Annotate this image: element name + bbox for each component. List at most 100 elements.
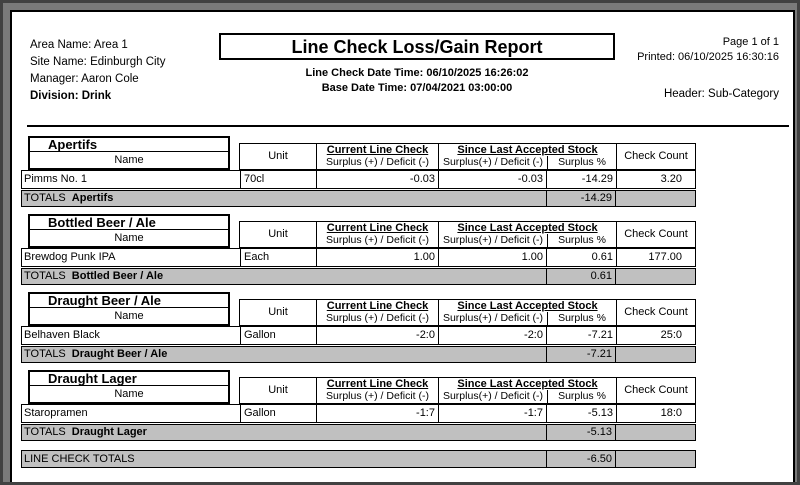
current-line-check-header: Current Line Check	[326, 378, 429, 390]
area-name: Area Name: Area 1	[30, 39, 128, 51]
current-line-check-header: Current Line Check	[326, 222, 429, 234]
site-name: Site Name: Edinburgh City	[30, 56, 166, 68]
current-surplus-deficit: -1:7	[316, 405, 438, 422]
category-title: Bottled Beer / Ale	[30, 216, 228, 230]
line-check-totals-row: LINE CHECK TOTALS -6.50	[21, 450, 696, 468]
current-surplus-deficit: -2:0	[316, 327, 438, 344]
category-section-bottled-beer-ale: Bottled Beer / Ale Name Unit Current Lin…	[21, 214, 721, 286]
header-type: Header: Sub-Category	[663, 88, 779, 100]
product-unit: Gallon	[240, 327, 316, 344]
name-column-header: Name	[114, 388, 144, 400]
line-check-totals-surplus-pct: -6.50	[546, 451, 616, 467]
since-last-accepted-header: Since Last Accepted Stock	[457, 300, 598, 312]
surplus-deficit-since-header: Surplus(+) / Deficit (-)	[442, 156, 544, 168]
check-count: 3.20	[616, 171, 685, 188]
since-surplus-deficit: -2:0	[438, 327, 546, 344]
product-name: Brewdog Punk IPA	[24, 251, 116, 263]
category-section-draught-lager: Draught Lager Name Unit Current Line Che…	[21, 370, 721, 442]
product-unit: 70cl	[240, 171, 316, 188]
since-last-accepted-header-group: Since Last Accepted Stock Surplus(+) / D…	[438, 378, 616, 403]
totals-label: TOTALS	[24, 426, 66, 438]
since-last-accepted-header: Since Last Accepted Stock	[457, 144, 598, 156]
category-title: Draught Lager	[30, 372, 228, 386]
report-info-block: Area Name: Area 1 Site Name: Edinburgh C…	[30, 37, 166, 105]
product-name: Pimms No. 1	[24, 173, 87, 185]
since-surplus-deficit: -0.03	[438, 171, 546, 188]
since-last-accepted-header-group: Since Last Accepted Stock Surplus(+) / D…	[438, 222, 616, 247]
product-name: Staropramen	[24, 407, 88, 419]
totals-category: Draught Lager	[71, 426, 147, 438]
since-last-accepted-header-group: Since Last Accepted Stock Surplus(+) / D…	[438, 300, 616, 325]
unit-column-header: Unit	[268, 150, 288, 162]
totals-label: TOTALS	[24, 270, 66, 282]
column-headers: Unit Current Line Check Surplus (+) / De…	[239, 221, 696, 248]
column-headers: Unit Current Line Check Surplus (+) / De…	[239, 299, 696, 326]
report-dates: Line Check Date Time: 06/10/2025 16:26:0…	[219, 66, 615, 96]
surplus-pct: -5.13	[546, 405, 616, 422]
totals-category: Apertifs	[71, 192, 114, 204]
totals-category: Bottled Beer / Ale	[71, 270, 164, 282]
current-line-check-header: Current Line Check	[326, 300, 429, 312]
surplus-deficit-since-header: Surplus(+) / Deficit (-)	[442, 312, 544, 324]
current-surplus-deficit: 1.00	[316, 249, 438, 266]
name-column-header: Name	[114, 154, 144, 166]
check-count-header: Check Count	[616, 144, 695, 169]
category-box: Apertifs Name	[28, 136, 230, 170]
current-line-check-header-group: Current Line Check Surplus (+) / Deficit…	[316, 300, 438, 325]
totals-surplus-pct: -14.29	[546, 191, 616, 206]
surplus-deficit-since-header: Surplus(+) / Deficit (-)	[442, 390, 544, 402]
current-surplus-deficit: -0.03	[316, 171, 438, 188]
manager-name: Manager: Aaron Cole	[30, 73, 139, 85]
totals-category: Draught Beer / Ale	[71, 348, 168, 360]
column-headers: Unit Current Line Check Surplus (+) / De…	[239, 377, 696, 404]
line-check-datetime: Line Check Date Time: 06/10/2025 16:26:0…	[305, 67, 529, 79]
unit-column-header: Unit	[268, 306, 288, 318]
column-headers: Unit Current Line Check Surplus (+) / De…	[239, 143, 696, 170]
surplus-deficit-current-header: Surplus (+) / Deficit (-)	[326, 156, 429, 168]
surplus-pct-header: Surplus %	[547, 156, 616, 169]
page-info: Page 1 of 1 Printed: 06/10/2025 16:30:16	[637, 35, 779, 65]
name-column-header: Name	[114, 310, 144, 322]
report-header: Area Name: Area 1 Site Name: Edinburgh C…	[12, 12, 793, 127]
report-title: Line Check Loss/Gain Report	[219, 33, 615, 60]
category-title: Apertifs	[30, 138, 228, 152]
totals-surplus-pct: -7.21	[546, 347, 616, 362]
since-last-accepted-header-group: Since Last Accepted Stock Surplus(+) / D…	[438, 144, 616, 169]
totals-label: TOTALS	[24, 192, 66, 204]
table-row: Brewdog Punk IPA Each 1.00 1.00 0.61 177…	[21, 248, 696, 267]
division-name: Division: Drink	[30, 90, 112, 102]
category-title: Draught Beer / Ale	[30, 294, 228, 308]
totals-label: TOTALS	[24, 348, 66, 360]
surplus-deficit-current-header: Surplus (+) / Deficit (-)	[326, 312, 429, 324]
category-box: Bottled Beer / Ale Name	[28, 214, 230, 248]
product-unit: Each	[240, 249, 316, 266]
product-unit: Gallon	[240, 405, 316, 422]
line-check-totals-label: LINE CHECK TOTALS	[24, 453, 135, 465]
category-box: Draught Beer / Ale Name	[28, 292, 230, 326]
report-body: Apertifs Name Unit Current Line Check Su…	[21, 127, 721, 468]
printed-datetime: Printed: 06/10/2025 16:30:16	[637, 51, 779, 63]
since-surplus-deficit: -1:7	[438, 405, 546, 422]
report-page: Area Name: Area 1 Site Name: Edinburgh C…	[10, 10, 795, 485]
check-count-header: Check Count	[616, 300, 695, 325]
totals-surplus-pct: -5.13	[546, 425, 616, 440]
table-row: Pimms No. 1 70cl -0.03 -0.03 -14.29 3.20	[21, 170, 696, 189]
surplus-pct: 0.61	[546, 249, 616, 266]
surplus-deficit-current-header: Surplus (+) / Deficit (-)	[326, 390, 429, 402]
check-count: 18:0	[616, 405, 685, 422]
check-count-header: Check Count	[616, 378, 695, 403]
surplus-deficit-current-header: Surplus (+) / Deficit (-)	[326, 234, 429, 246]
category-box: Draught Lager Name	[28, 370, 230, 404]
surplus-pct-header: Surplus %	[547, 390, 616, 403]
check-count: 177.00	[616, 249, 685, 266]
since-last-accepted-header: Since Last Accepted Stock	[457, 378, 598, 390]
category-section-draught-beer-ale: Draught Beer / Ale Name Unit Current Lin…	[21, 292, 721, 364]
category-section-apertifs: Apertifs Name Unit Current Line Check Su…	[21, 136, 721, 208]
unit-column-header: Unit	[268, 228, 288, 240]
surplus-deficit-since-header: Surplus(+) / Deficit (-)	[442, 234, 544, 246]
check-count: 25:0	[616, 327, 685, 344]
base-datetime: Base Date Time: 07/04/2021 03:00:00	[321, 82, 513, 94]
name-column-header: Name	[114, 232, 144, 244]
category-totals-row: TOTALS Bottled Beer / Ale 0.61	[21, 268, 696, 285]
